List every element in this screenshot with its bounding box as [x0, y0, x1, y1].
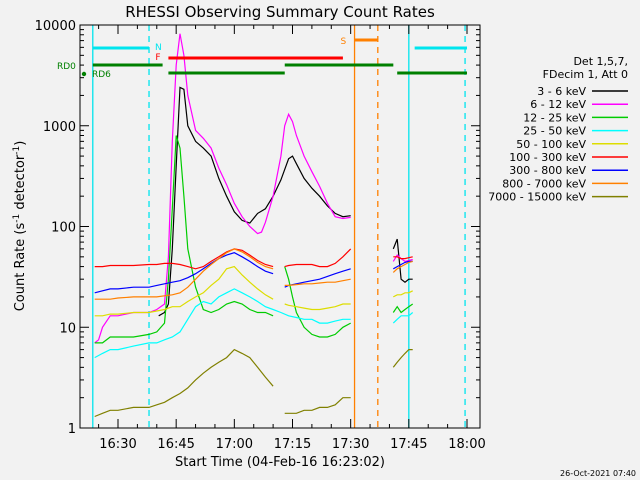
series-line-50-100-kev	[94, 265, 274, 317]
plot-inner	[92, 25, 467, 428]
legend-entry-label: 50 - 100 keV	[516, 138, 586, 151]
flag-label-rd6: RD6	[92, 70, 111, 80]
y-axis-label-sup1: -1	[12, 214, 22, 223]
series-line-800-7000-kev	[392, 260, 413, 273]
legend-entry-label: 100 - 300 keV	[509, 151, 586, 164]
footer-timestamp: 26-Oct-2021 07:40	[560, 469, 636, 478]
y-axis-label-end: )	[13, 141, 28, 146]
series-line-100-300-kev	[393, 256, 413, 260]
legend-entry-label: 12 - 25 keV	[523, 111, 586, 124]
plot-area	[92, 25, 467, 428]
series-line-12-25-kev	[392, 303, 414, 314]
series-line-25-50-kev	[94, 288, 351, 359]
series-line-7000-15000-kev	[392, 349, 413, 368]
legend-entry-label: 300 - 800 keV	[509, 164, 586, 177]
x-tick-label: 17:45	[390, 437, 427, 452]
y-tick-label: 10000	[35, 19, 76, 34]
y-axis-label-sup2: -1	[12, 146, 22, 155]
series-line-50-100-kev	[393, 290, 413, 298]
x-tick-label: 16:30	[99, 437, 136, 452]
y-axis: 1 10 100 1000 10000	[35, 19, 480, 437]
legend-entry-label: 7000 - 15000 keV	[488, 191, 586, 204]
flag-label-s: S	[341, 37, 347, 47]
y-axis-label: Count Rate (s-1 detector-1)	[12, 141, 28, 312]
x-tick-label: 17:30	[332, 437, 369, 452]
series-line-800-7000-kev	[284, 278, 351, 286]
legend-entry-label: 6 - 12 keV	[530, 98, 586, 111]
y-axis-label-main: Count Rate (s	[13, 223, 28, 312]
series-line-12-25-kev	[284, 266, 351, 338]
flag-label-n: N	[155, 43, 162, 53]
series-line-100-300-kev	[94, 248, 274, 270]
y-tick-label: 1000	[43, 120, 76, 135]
series-line-50-100-kev	[284, 303, 351, 311]
y-axis-label-mid: detector	[13, 154, 28, 214]
rd6-marker-dot	[81, 71, 87, 77]
series-line-800-7000-kev	[94, 248, 274, 300]
legend-entry-label: 3 - 6 keV	[537, 85, 586, 98]
x-tick-label: 17:00	[216, 437, 253, 452]
x-tick-label: 17:15	[274, 437, 311, 452]
flag-label-f: F	[155, 53, 160, 63]
series-line-300-800-kev	[94, 252, 274, 294]
series-line-100-300-kev	[284, 248, 352, 268]
series-line-300-800-kev	[393, 260, 413, 270]
y-tick-label: 100	[51, 221, 76, 236]
series-line-7000-15000-kev	[284, 397, 351, 414]
series-line-3-6-kev	[392, 238, 413, 283]
series-line-25-50-kev	[392, 312, 414, 324]
x-axis: 16:30 16:45 17:00 17:15 17:30 17:45 18:00	[98, 25, 486, 452]
x-axis-label: Start Time (04-Feb-16 16:23:02)	[175, 455, 385, 470]
chart-title: RHESSI Observing Summary Count Rates	[125, 3, 435, 21]
y-tick-label: 10	[59, 321, 76, 336]
legend-header-line-2: FDecim 1, Att 0	[543, 68, 628, 81]
x-tick-label: 18:00	[448, 437, 485, 452]
series-line-6-12-kev	[392, 254, 413, 263]
legend-entry-label: 25 - 50 keV	[523, 125, 586, 138]
series-line-12-25-kev	[94, 135, 274, 344]
legend-entry-label: 800 - 7000 keV	[502, 177, 586, 190]
x-tick-label: 16:45	[157, 437, 194, 452]
y-tick-label: 1	[68, 422, 76, 437]
flag-label-rd0: RD0	[57, 62, 76, 72]
series-line-7000-15000-kev	[94, 348, 274, 418]
legend-header-line-1: Det 1,5,7,	[573, 55, 628, 68]
